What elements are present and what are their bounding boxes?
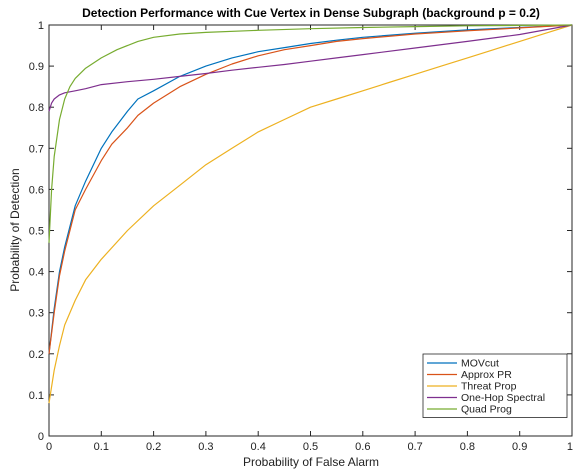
x-axis-ticks: 0 0.1 0.2 0.3 0.4 0.5 0.6 0.7 0.8 0.9 1 <box>46 25 573 453</box>
y-tick-label: 1 <box>38 20 44 32</box>
x-tick-label: 0.8 <box>460 441 475 453</box>
legend-label-movcut: MOVcut <box>461 358 499 370</box>
legend-label-one-hop-spectral: One-Hop Spectral <box>461 392 545 404</box>
y-tick-label: 0.5 <box>29 226 44 238</box>
x-tick-label: 0.1 <box>94 441 109 453</box>
series-line-quad-prog <box>48 24 573 243</box>
x-tick-label: 0.9 <box>512 441 527 453</box>
x-tick-label: 0.6 <box>355 441 370 453</box>
y-tick-label: 0.4 <box>29 267 44 279</box>
y-tick-label: 0.3 <box>29 308 44 320</box>
y-tick-label: 0 <box>38 431 44 443</box>
x-tick-label: 0.3 <box>198 441 213 453</box>
x-tick-label: 0.4 <box>251 441 266 453</box>
x-tick-label: 0.5 <box>303 441 318 453</box>
x-tick-label: 0.2 <box>146 441 161 453</box>
y-tick-label: 0.1 <box>29 390 44 402</box>
y-axis-ticks: 0 0.1 0.2 0.3 0.4 0.5 0.6 0.7 0.8 0.9 1 <box>29 20 572 443</box>
chart-title: Detection Performance with Cue Vertex in… <box>82 6 540 20</box>
series-line-approx-pr <box>48 24 573 354</box>
x-tick-label: 0.7 <box>407 441 422 453</box>
y-tick-label: 0.8 <box>29 102 44 114</box>
y-tick-label: 0.7 <box>29 143 44 155</box>
legend-label-approx-pr: Approx PR <box>461 369 512 381</box>
x-axis-label: Probability of False Alarm <box>243 455 379 469</box>
x-tick-label: 0 <box>46 441 52 453</box>
series-lines <box>48 24 573 404</box>
x-tick-label: 1 <box>567 441 573 453</box>
y-tick-label: 0.2 <box>29 349 44 361</box>
legend-label-quad-prog: Quad Prog <box>461 404 512 416</box>
y-tick-label: 0.9 <box>29 61 44 73</box>
series-line-threat-prop <box>48 24 573 404</box>
legend-label-threat-prop: Threat Prop <box>461 381 517 393</box>
y-tick-label: 0.6 <box>29 184 44 196</box>
series-line-one-hop-spectral <box>48 24 573 112</box>
y-axis-label: Probability of Detection <box>8 168 22 291</box>
